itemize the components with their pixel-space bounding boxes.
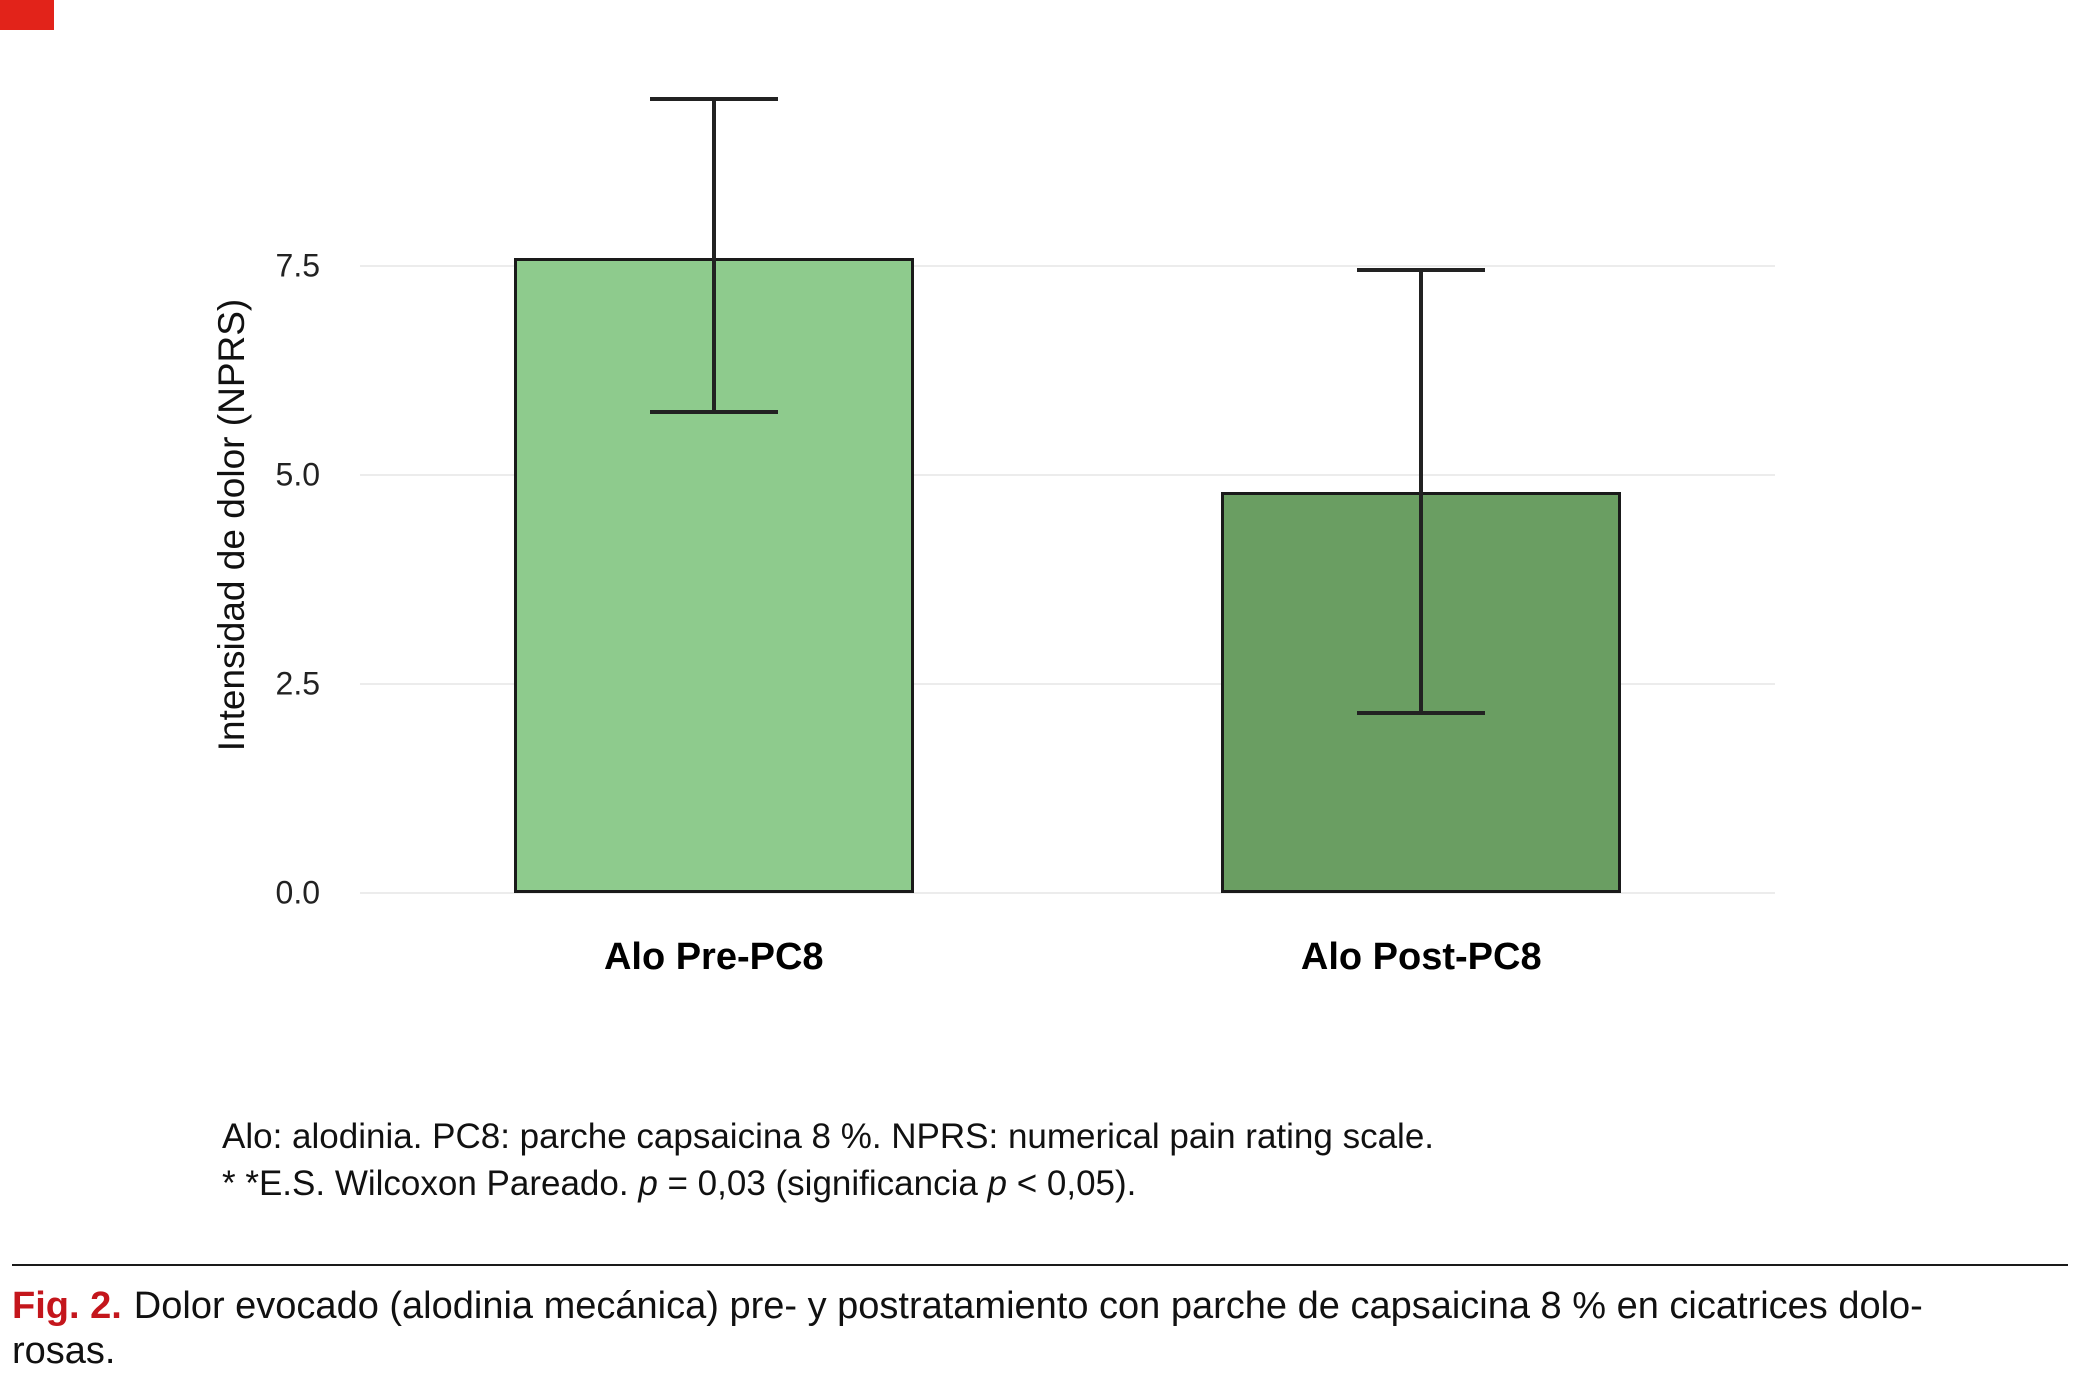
stat-p-symbol: p — [987, 1163, 1008, 1203]
y-gridline — [360, 474, 1775, 476]
footnote-text-segment: * *E.S. Wilcoxon Pareado. — [222, 1163, 639, 1203]
figure-caption-text-line2: rosas. — [12, 1329, 116, 1372]
caption-divider — [12, 1264, 2068, 1266]
footnote-text-segment: < 0,05). — [1007, 1163, 1137, 1203]
y-tick-label: 5.0 — [275, 456, 320, 493]
footnote-statistics: * *E.S. Wilcoxon Pareado. p = 0,03 (sign… — [222, 1161, 1434, 1208]
x-category-label-alo-post-pc8: Alo Post-PC8 — [1300, 936, 1542, 978]
stat-p-symbol: p — [638, 1163, 658, 1203]
page-corner-mark — [0, 0, 54, 30]
bar-chart-plot: Intensidad de dolor (NPRS) 0.0 2.5 5.0 7.5 A… — [211, 96, 1775, 978]
x-category-label-alo-pre-pc8: Alo Pre-PC8 — [603, 936, 824, 978]
y-gridline — [360, 892, 1775, 894]
error-cap-high-alo-pre-pc8 — [649, 96, 778, 101]
y-tick-label: 0.0 — [275, 874, 320, 911]
y-axis-label: Intensidad de dolor (NPRS) — [211, 298, 252, 752]
y-tick-label: 2.5 — [275, 665, 320, 702]
figure-footnotes: Alo: alodinia. PC8: parche capsaicina 8 … — [222, 1114, 1434, 1208]
error-bar-alo-post-pc8 — [1419, 270, 1424, 714]
y-gridline — [360, 683, 1775, 685]
error-bar-alo-pre-pc8 — [711, 98, 716, 413]
figure-caption-label: Fig. 2. — [12, 1285, 122, 1327]
error-cap-high-alo-post-pc8 — [1357, 268, 1486, 273]
y-gridline — [360, 265, 1775, 267]
y-tick-label: 7.5 — [275, 247, 320, 284]
footnote-text-segment: = 0,03 (significancia — [657, 1163, 988, 1203]
error-cap-low-alo-post-pc8 — [1357, 711, 1486, 716]
error-cap-low-alo-pre-pc8 — [649, 410, 778, 415]
figure-caption: Fig. 2. Dolor evocado (alodinia mecánica)… — [12, 1284, 2068, 1374]
footnote-abbreviations: Alo: alodinia. PC8: parche capsaicina 8 … — [222, 1117, 1435, 1156]
figure-caption-text-line1: Dolor evocado (alodinia mecánica) pre- y… — [133, 1285, 1923, 1327]
